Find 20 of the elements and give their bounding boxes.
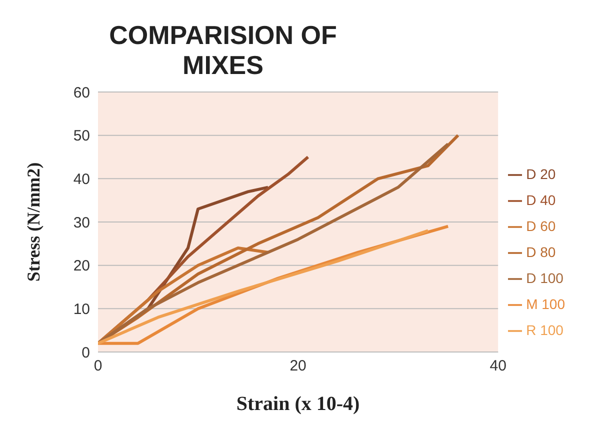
y-tick-label: 30	[73, 214, 90, 232]
legend-label: D 60	[526, 218, 556, 234]
legend-label: D 20	[526, 166, 556, 182]
x-tick-label: 0	[94, 358, 102, 375]
y-axis-title: Stress (N/mm2)	[23, 162, 44, 282]
chart-title: COMPARISION OF MIXES	[108, 20, 338, 80]
y-tick-label: 0	[82, 344, 90, 362]
legend-label: D 100	[526, 270, 564, 286]
y-tick-label: 10	[73, 300, 90, 318]
x-tick-label: 40	[490, 358, 506, 375]
x-tick-label: 20	[290, 358, 306, 375]
x-axis-title: Strain (x 10-4)	[236, 393, 360, 415]
legend-label: M 100	[526, 296, 565, 312]
legend-label: D 80	[526, 244, 556, 260]
y-tick-label: 60	[73, 84, 90, 102]
legend-label: R 100	[526, 322, 564, 338]
y-tick-label: 40	[73, 170, 90, 188]
y-tick-label: 20	[73, 258, 90, 275]
y-tick-label: 50	[73, 128, 90, 145]
legend-label: D 40	[526, 192, 556, 208]
